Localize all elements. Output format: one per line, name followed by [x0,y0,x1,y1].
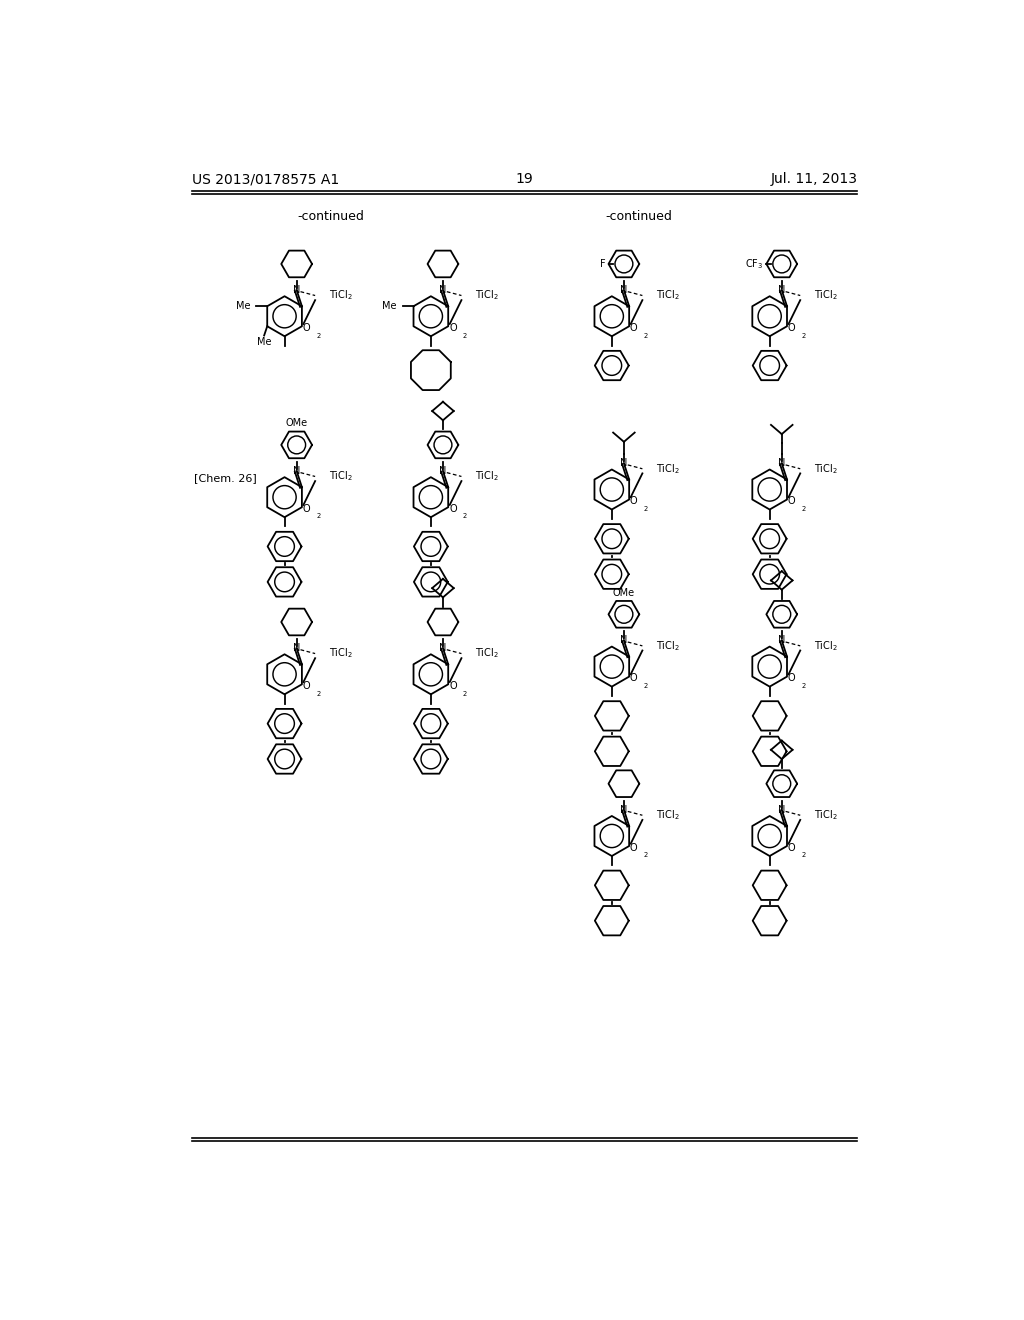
Text: O: O [630,496,638,506]
Text: Me: Me [382,301,396,312]
Text: TiCl$_2$: TiCl$_2$ [329,289,353,302]
Text: OMe: OMe [286,418,308,428]
Text: O: O [303,681,310,690]
Text: $_2$: $_2$ [643,330,649,341]
Text: $_2$: $_2$ [643,681,649,690]
Text: $_2$: $_2$ [643,850,649,861]
Text: $_2$: $_2$ [801,850,807,861]
Text: N: N [293,285,300,296]
Text: OMe: OMe [612,587,635,598]
Text: N: N [621,635,628,645]
Text: O: O [787,496,796,506]
Text: [Chem. 26]: [Chem. 26] [194,473,256,483]
Text: $_2$: $_2$ [801,681,807,690]
Text: TiCl$_2$: TiCl$_2$ [656,808,680,822]
Text: O: O [787,673,796,684]
Text: TiCl$_2$: TiCl$_2$ [814,289,838,302]
Text: TiCl$_2$: TiCl$_2$ [475,647,499,660]
Text: $_2$: $_2$ [462,511,468,521]
Text: $_2$: $_2$ [462,330,468,341]
Text: N: N [621,805,628,814]
Text: O: O [449,323,457,333]
Text: O: O [630,323,638,333]
Text: O: O [303,323,310,333]
Text: O: O [449,681,457,690]
Text: $_2$: $_2$ [316,330,322,341]
Text: N: N [778,635,785,645]
Text: US 2013/0178575 A1: US 2013/0178575 A1 [193,172,339,186]
Text: TiCl$_2$: TiCl$_2$ [814,462,838,475]
Text: N: N [621,458,628,469]
Text: O: O [787,323,796,333]
Text: O: O [787,842,796,853]
Text: $_2$: $_2$ [643,504,649,513]
Text: N: N [778,285,785,296]
Text: O: O [630,842,638,853]
Text: TiCl$_2$: TiCl$_2$ [814,808,838,822]
Text: TiCl$_2$: TiCl$_2$ [656,289,680,302]
Text: -continued: -continued [297,210,365,223]
Text: O: O [303,504,310,513]
Text: O: O [449,504,457,513]
Text: N: N [439,285,446,296]
Text: 19: 19 [516,172,534,186]
Text: TiCl$_2$: TiCl$_2$ [329,470,353,483]
Text: N: N [778,805,785,814]
Text: N: N [293,466,300,477]
Text: N: N [778,458,785,469]
Text: TiCl$_2$: TiCl$_2$ [329,647,353,660]
Text: $_2$: $_2$ [462,689,468,698]
Text: Jul. 11, 2013: Jul. 11, 2013 [770,172,857,186]
Text: N: N [439,466,446,477]
Text: $_2$: $_2$ [801,504,807,513]
Text: O: O [630,673,638,684]
Text: N: N [293,643,300,653]
Text: TiCl$_2$: TiCl$_2$ [656,639,680,653]
Text: $_2$: $_2$ [316,511,322,521]
Text: $_2$: $_2$ [316,689,322,698]
Text: N: N [439,643,446,653]
Text: F: F [599,259,605,269]
Text: CF$_3$: CF$_3$ [744,257,763,271]
Text: Me: Me [257,337,271,347]
Text: N: N [621,285,628,296]
Text: TiCl$_2$: TiCl$_2$ [475,289,499,302]
Text: $_2$: $_2$ [801,330,807,341]
Text: Me: Me [236,301,250,312]
Text: TiCl$_2$: TiCl$_2$ [656,462,680,475]
Text: -continued: -continued [605,210,672,223]
Text: TiCl$_2$: TiCl$_2$ [475,470,499,483]
Text: TiCl$_2$: TiCl$_2$ [814,639,838,653]
